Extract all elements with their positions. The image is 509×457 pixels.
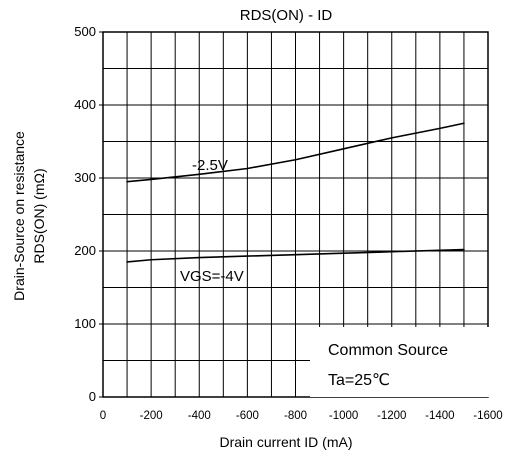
series-line-vgs-4v bbox=[126, 248, 465, 263]
x-tick-label: -600 bbox=[236, 410, 259, 422]
y-tick-label: 100 bbox=[74, 316, 96, 331]
y-tick-label: 500 bbox=[74, 24, 96, 39]
y-tick-label: 200 bbox=[74, 243, 96, 258]
annotation-vgs-4v: VGS=-4V bbox=[180, 268, 244, 285]
legend-common-source: Common Source bbox=[328, 342, 448, 359]
y-tick-label: 300 bbox=[74, 170, 96, 185]
x-tick-label: -800 bbox=[284, 410, 307, 422]
legend-box-frame bbox=[310, 327, 490, 397]
y-axis-label-line1: Drain-Source on resistance bbox=[11, 131, 27, 301]
x-tick-label: -200 bbox=[140, 410, 163, 422]
series-line-2-5v bbox=[126, 122, 465, 183]
series-lines bbox=[126, 122, 465, 263]
x-tick-label: -1000 bbox=[329, 410, 358, 422]
legend-temperature: Ta=25℃ bbox=[328, 372, 390, 389]
y-tick-labels: 0 100 200 300 400 500 bbox=[74, 24, 96, 404]
x-axis-label: Drain current ID (mA) bbox=[219, 434, 352, 450]
x-tick-labels: 0 -200 -400 -600 -800 -1000 -1200 -1400 -1600 bbox=[100, 410, 503, 422]
x-tick-label: -1600 bbox=[473, 410, 502, 422]
y-tick-label: 0 bbox=[89, 389, 96, 404]
legend-box: Common Source Ta=25℃ bbox=[310, 327, 490, 397]
plot-border bbox=[102, 31, 489, 398]
plot-frame bbox=[99, 31, 489, 398]
x-tick-label: -1200 bbox=[377, 410, 406, 422]
chart-title: RDS(ON) - ID bbox=[240, 7, 333, 24]
x-tick-label: -1400 bbox=[425, 410, 454, 422]
annotation-2-5v: -2.5V bbox=[192, 157, 228, 174]
x-tick-label: -400 bbox=[188, 410, 211, 422]
y-axis-label-line2: RDS(ON) (mΩ) bbox=[31, 168, 47, 263]
x-tick-label: 0 bbox=[100, 410, 106, 422]
y-tick-label: 400 bbox=[74, 97, 96, 112]
